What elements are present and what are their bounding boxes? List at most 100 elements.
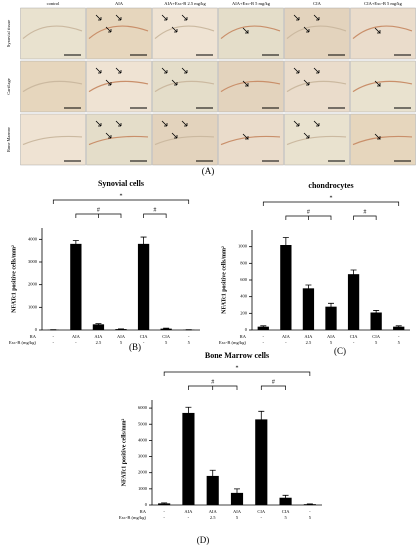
significance-bracket xyxy=(143,213,167,218)
arrow xyxy=(115,120,122,127)
significance-label: # xyxy=(97,207,100,213)
x-tick-label: AIA xyxy=(304,334,313,339)
error-bar xyxy=(234,488,240,498)
x-tick-label: - xyxy=(53,334,55,339)
x-tick-label: - xyxy=(163,509,165,514)
arrow xyxy=(303,26,310,33)
significance-label: # xyxy=(153,207,156,213)
arrow xyxy=(313,120,320,127)
x-tick-label: AIA xyxy=(282,334,291,339)
arrow xyxy=(95,14,102,21)
y-tick-label: 3000 xyxy=(28,259,38,264)
x-tick-label: CIA xyxy=(140,334,149,339)
arrow xyxy=(313,14,320,21)
bar xyxy=(393,326,405,330)
x-tick-label: - xyxy=(75,340,77,345)
tissue xyxy=(286,25,347,40)
arrow xyxy=(242,27,249,34)
micrograph xyxy=(350,60,416,113)
significance-bracket xyxy=(188,385,238,390)
x-tick-label: AIA xyxy=(209,509,218,514)
tissue xyxy=(22,80,83,93)
x-tick-label: 2.5 xyxy=(96,340,102,345)
x-tick-label: - xyxy=(188,515,190,520)
x-tick-label: - xyxy=(188,334,190,339)
micrograph xyxy=(218,60,284,113)
x-tick-label: - xyxy=(143,340,145,345)
x-tick-label: AIA xyxy=(327,334,336,339)
error-bar xyxy=(306,503,313,505)
column-label: CIA xyxy=(313,1,322,6)
panel-label: (C) xyxy=(334,346,346,356)
error-bar xyxy=(163,327,170,330)
error-bar xyxy=(282,237,289,253)
significance-bracket xyxy=(262,201,400,206)
panel-label: (B) xyxy=(129,342,141,352)
arrow xyxy=(293,67,300,74)
tissue xyxy=(22,135,83,146)
error-bar xyxy=(185,406,192,419)
arrow xyxy=(181,120,188,127)
y-tick-label: 4000 xyxy=(28,236,38,241)
significance-label: * xyxy=(236,365,239,371)
arrow xyxy=(95,67,102,74)
arrow xyxy=(313,67,320,74)
row-label: Cartilage xyxy=(6,78,11,95)
arrow xyxy=(303,79,310,86)
y-tick-label: 0 xyxy=(35,327,38,332)
bar xyxy=(279,497,292,505)
x-tick-label: 5 xyxy=(375,340,378,345)
x-tick-label: AIA xyxy=(94,334,103,339)
significance-bracket xyxy=(52,199,190,204)
arrow xyxy=(161,67,168,74)
y-tick-label: 400 xyxy=(240,294,248,299)
significance-bracket xyxy=(163,371,311,376)
tissue xyxy=(220,80,281,93)
x-tick-label: CIA xyxy=(372,334,381,339)
x-tick-label: - xyxy=(398,334,400,339)
significance-bracket xyxy=(75,213,122,218)
tissue xyxy=(286,80,347,93)
x-tick-label: - xyxy=(53,340,55,345)
significance-label: # xyxy=(363,209,366,215)
arrow xyxy=(171,26,178,33)
micrograph xyxy=(350,7,416,60)
arrow xyxy=(161,14,168,21)
x-tick-label: AIA xyxy=(117,334,126,339)
error-bar xyxy=(282,494,289,501)
arrow xyxy=(242,133,249,140)
bar xyxy=(280,245,292,330)
x-tick-label: 5 xyxy=(236,515,239,520)
row-header: RA xyxy=(140,509,147,514)
y-axis-label: NFATc1 positive cells/mm² xyxy=(11,245,17,313)
y-tick-label: 4000 xyxy=(138,437,148,442)
panel-label: (A) xyxy=(202,166,215,176)
chart-title: chondrocytes xyxy=(308,181,353,190)
tissue xyxy=(154,80,215,93)
y-tick-label: 3000 xyxy=(138,454,148,459)
arrow xyxy=(105,132,112,139)
micrograph xyxy=(20,7,86,60)
arrow xyxy=(161,120,168,127)
significance-label: * xyxy=(330,195,333,201)
x-tick-label: 5 xyxy=(309,515,312,520)
bar xyxy=(230,492,244,505)
bar xyxy=(70,243,82,330)
error-bar xyxy=(305,284,312,293)
arrow xyxy=(105,79,112,86)
error-bar xyxy=(395,325,402,328)
x-tick-label: - xyxy=(261,515,263,520)
row-header: RA xyxy=(30,334,37,339)
panel-label: (D) xyxy=(197,535,210,545)
x-tick-label: AIA xyxy=(184,509,193,514)
error-bar xyxy=(260,325,267,328)
row-header: Exc-B (mg/kg) xyxy=(9,340,37,345)
arrow xyxy=(303,132,310,139)
error-bar xyxy=(209,469,216,482)
significance-bracket xyxy=(285,215,332,220)
y-tick-label: 0 xyxy=(245,327,248,332)
bar xyxy=(92,324,105,330)
arrow xyxy=(181,67,188,74)
significance-bracket xyxy=(260,385,286,390)
